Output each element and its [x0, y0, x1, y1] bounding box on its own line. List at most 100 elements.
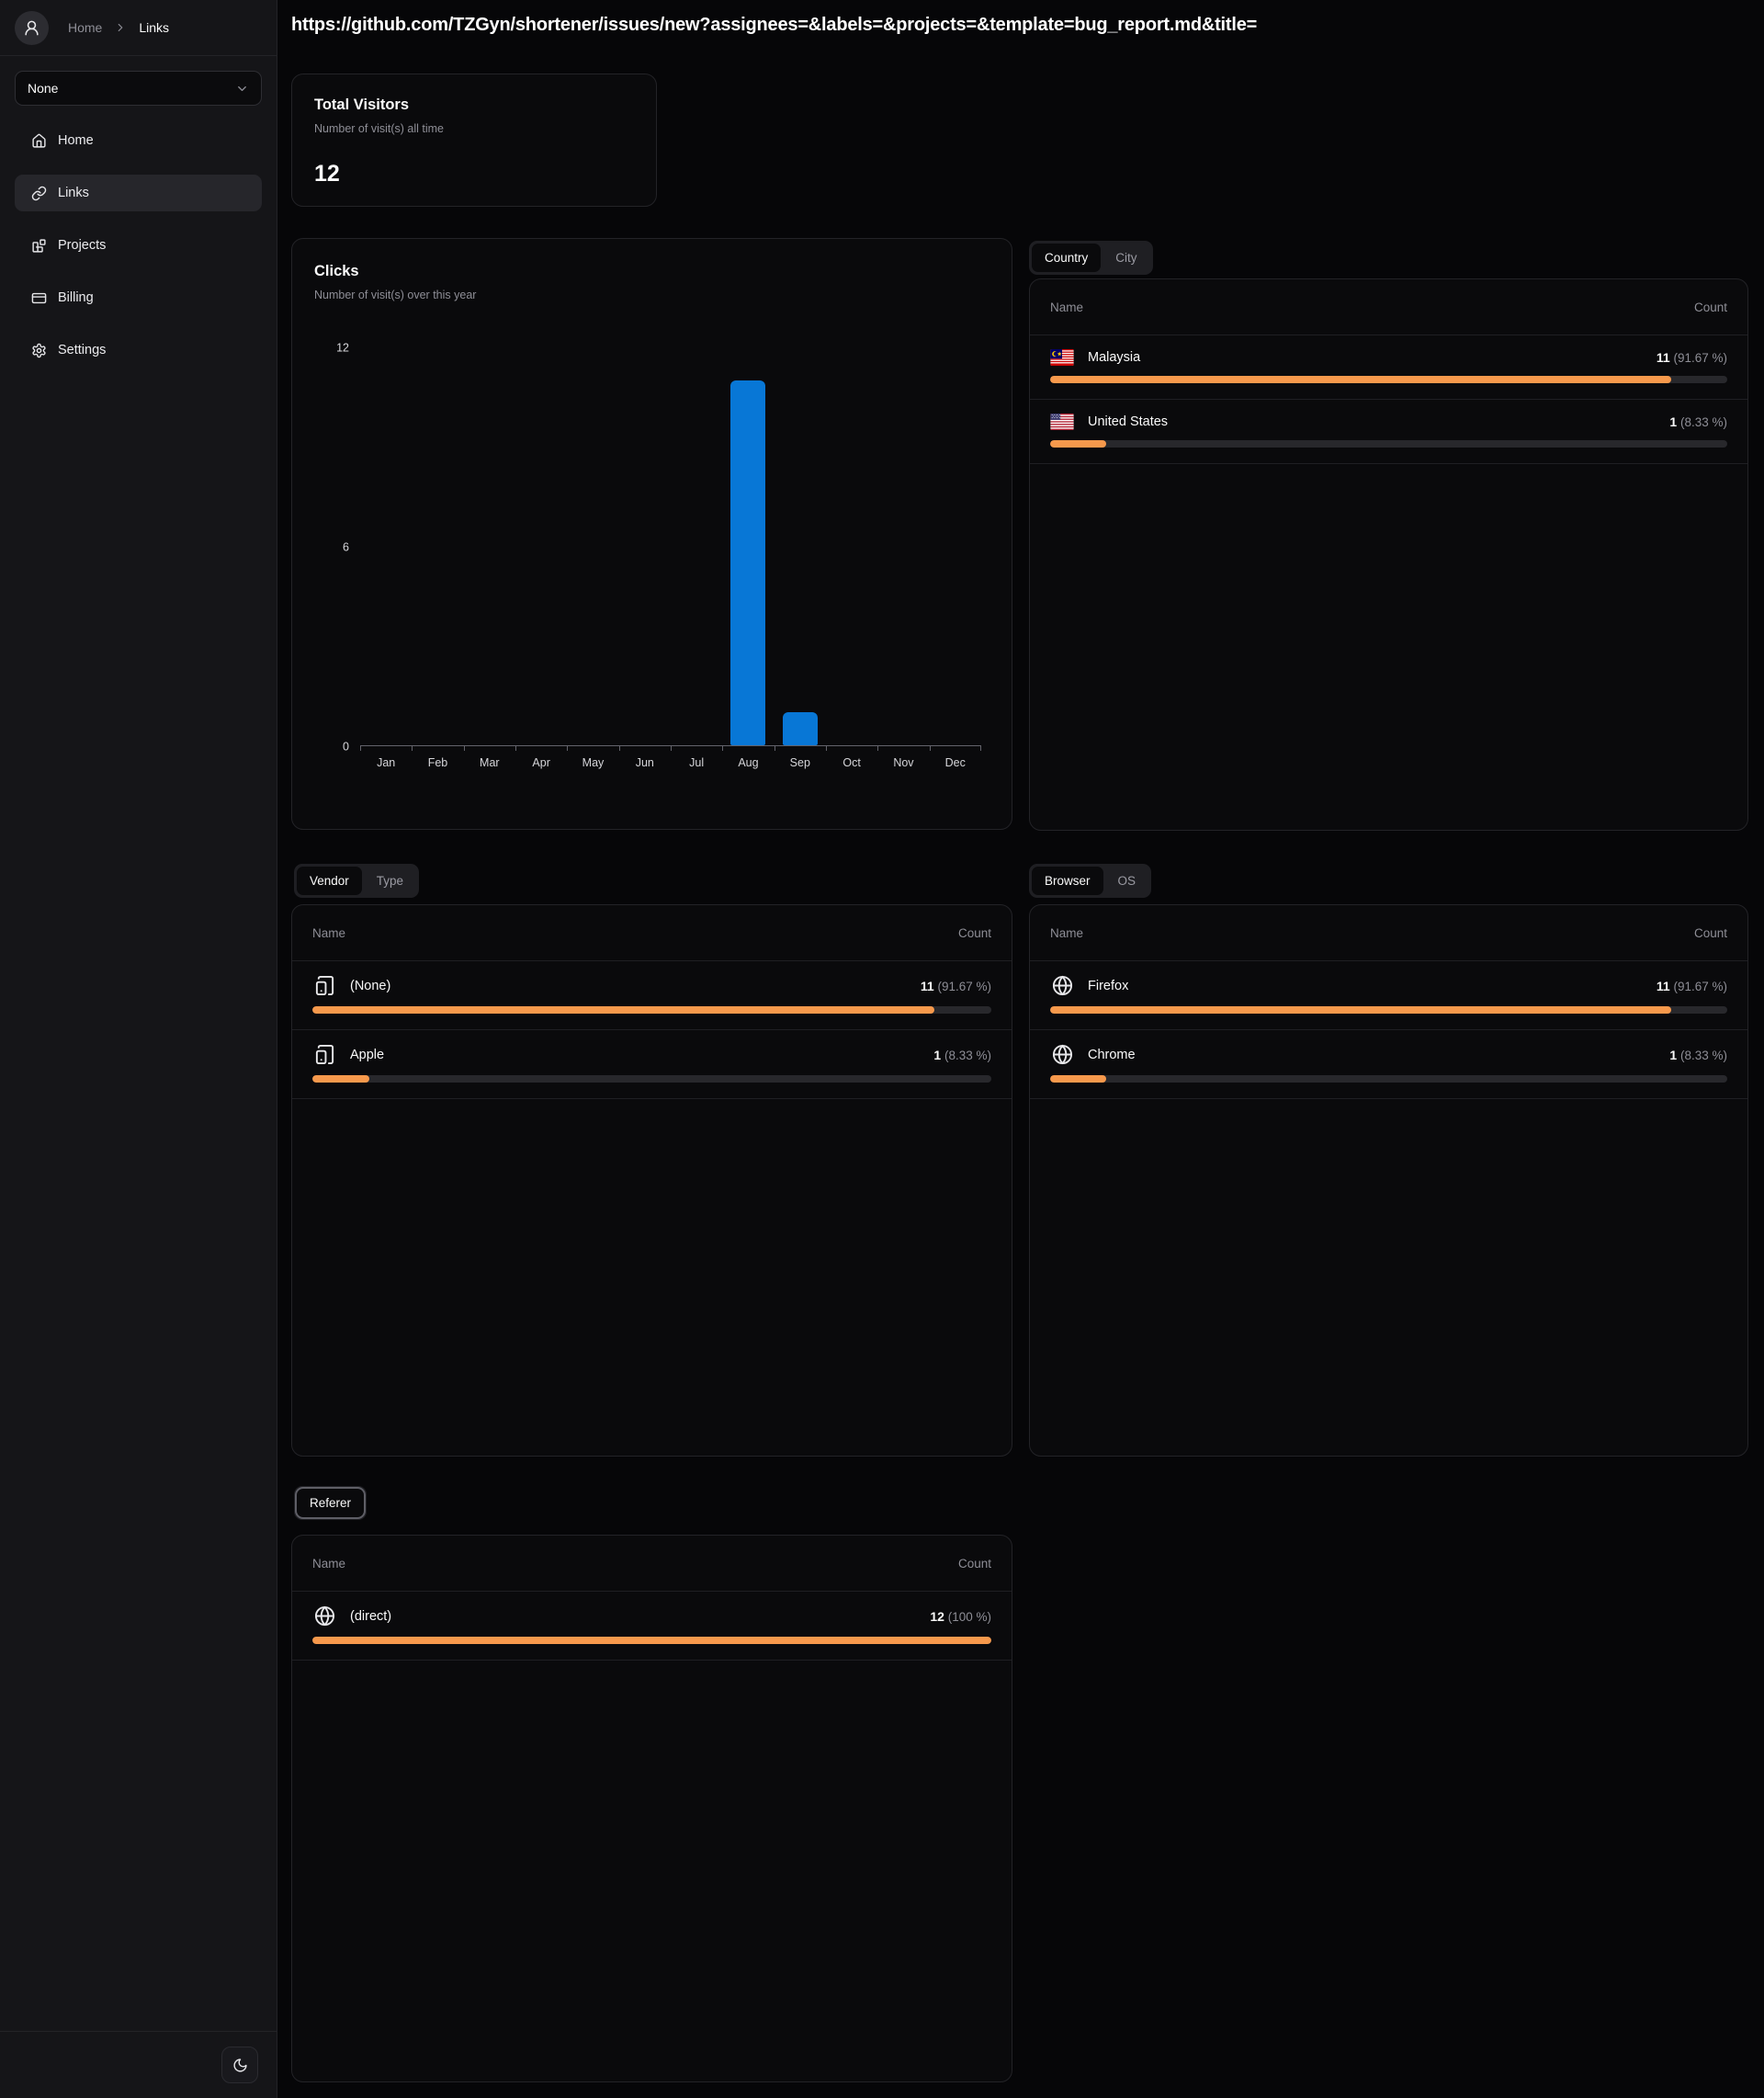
- progress-track: [1050, 1075, 1727, 1083]
- x-axis-tick: [929, 745, 931, 751]
- bar-sep: [775, 347, 826, 745]
- tab-vendor[interactable]: Vendor: [297, 867, 362, 895]
- y-tick-label: 6: [343, 539, 349, 553]
- globe-icon: [1050, 975, 1074, 996]
- tab-browser[interactable]: Browser: [1032, 867, 1103, 895]
- bar-segment: [782, 711, 818, 745]
- sidebar-body: None Home Links Proj: [0, 56, 277, 369]
- row-count: 11 (91.67 %): [1656, 350, 1727, 365]
- x-tick-label: Apr: [532, 756, 550, 769]
- row-name: Chrome: [1088, 1047, 1136, 1062]
- progress-track: [1050, 376, 1727, 383]
- progress-fill: [312, 1006, 935, 1014]
- progress-fill: [1050, 1006, 1671, 1014]
- globe-icon: [312, 1605, 336, 1627]
- breadcrumb-home[interactable]: Home: [68, 20, 103, 35]
- table-row: Apple 1 (8.33 %): [292, 1030, 1012, 1099]
- breadcrumb-current[interactable]: Links: [139, 20, 170, 35]
- chevron-right-icon: [114, 21, 127, 34]
- x-axis-tick: [360, 745, 361, 751]
- progress-fill: [312, 1075, 369, 1083]
- bar-oct: [826, 347, 877, 745]
- row-name: (None): [350, 978, 391, 993]
- total-visitors-card: Total Visitors Number of visit(s) all ti…: [291, 74, 657, 207]
- bar-jul: [671, 347, 722, 745]
- table-header: Name Count: [1030, 905, 1747, 961]
- x-axis-tick: [877, 745, 879, 751]
- row-name: Malaysia: [1088, 350, 1141, 365]
- credit-card-icon: [31, 290, 47, 306]
- moon-icon: [232, 2058, 248, 2073]
- sidebar-nav: Home Links Projects Billing: [7, 122, 269, 369]
- table-header: Name Count: [1030, 279, 1747, 335]
- column-name: Name: [1050, 925, 1084, 940]
- sidebar-item-label: Billing: [58, 290, 94, 305]
- x-axis-tick: [463, 745, 465, 751]
- table-row: Malaysia 11 (91.67 %): [1030, 335, 1747, 400]
- x-axis-tick: [671, 745, 672, 751]
- united-states-flag-icon: [1050, 414, 1074, 430]
- tab-type[interactable]: Type: [364, 867, 416, 895]
- link-icon: [31, 186, 47, 201]
- malaysia-flag-icon: [1050, 349, 1074, 366]
- x-tick-label: Nov: [893, 756, 914, 769]
- sidebar-item-home[interactable]: Home: [15, 122, 262, 159]
- sidebar-header: Home Links: [0, 0, 277, 56]
- sidebar-item-label: Home: [58, 133, 94, 148]
- table-row: Firefox 11 (91.67 %): [1030, 961, 1747, 1030]
- x-tick-label: Oct: [842, 756, 861, 769]
- clicks-chart-title: Clicks: [314, 263, 359, 279]
- x-axis-tick: [515, 745, 516, 751]
- x-tick-label: Jan: [377, 756, 396, 769]
- chart-x-axis-labels: Jan Feb Mar Apr May Jun Jul Aug Sep Oct Nov Dec: [360, 756, 981, 769]
- progress-fill: [1050, 1075, 1107, 1083]
- x-tick-label: Jul: [689, 756, 705, 769]
- chart-y-axis: 0 6 12: [312, 342, 349, 752]
- x-axis-tick: [618, 745, 620, 751]
- column-name: Name: [1050, 300, 1084, 314]
- browser-table-card: Name Count Firefox 11 (91.67 %) Chrome 1…: [1029, 904, 1748, 1457]
- x-axis-tick: [826, 745, 827, 751]
- y-tick-label: 12: [336, 340, 349, 354]
- avatar[interactable]: [15, 10, 49, 45]
- y-tick-label: 0: [343, 739, 349, 753]
- row-count: 11 (91.67 %): [920, 978, 991, 993]
- page-title-url: https://github.com/TZGyn/shortener/issue…: [291, 15, 1258, 35]
- column-count: Count: [1693, 925, 1727, 940]
- x-tick-label: Mar: [480, 756, 500, 769]
- workspace-select-value: None: [28, 81, 59, 96]
- sidebar-item-billing[interactable]: Billing: [15, 279, 262, 316]
- tab-city[interactable]: City: [1102, 244, 1149, 272]
- tab-country[interactable]: Country: [1032, 244, 1102, 272]
- tab-referer[interactable]: Referer: [297, 1489, 365, 1517]
- row-count: 1 (8.33 %): [1669, 1047, 1727, 1062]
- device-icon: [312, 975, 336, 996]
- sidebar-item-projects[interactable]: Projects: [15, 227, 262, 264]
- bar-dec: [930, 347, 981, 745]
- sidebar-item-settings[interactable]: Settings: [15, 332, 262, 369]
- row-name: Firefox: [1088, 978, 1129, 993]
- total-visitors-title: Total Visitors: [314, 96, 409, 113]
- progress-track: [1050, 440, 1727, 448]
- sidebar-item-label: Links: [58, 186, 89, 200]
- x-tick-label: Aug: [738, 756, 759, 769]
- tab-os[interactable]: OS: [1105, 867, 1149, 895]
- clicks-chart-subtitle: Number of visit(s) over this year: [314, 289, 477, 301]
- x-tick-label: Jun: [635, 756, 654, 769]
- sidebar: Home Links None Home: [0, 0, 277, 2098]
- workspace-select[interactable]: None: [15, 71, 262, 106]
- breadcrumb: Home Links: [68, 20, 169, 35]
- sidebar-item-label: Settings: [58, 343, 107, 357]
- row-name: (direct): [350, 1608, 392, 1624]
- location-table-card: Name Count Malaysia 11 (91.67 %): [1029, 278, 1748, 831]
- column-count: Count: [957, 925, 991, 940]
- sidebar-item-links[interactable]: Links: [15, 175, 262, 211]
- bar-jun: [619, 347, 671, 745]
- sidebar-item-label: Projects: [58, 238, 107, 253]
- referer-table-card: Name Count (direct) 12 (100 %): [291, 1535, 1012, 2082]
- x-tick-label: Sep: [789, 756, 810, 769]
- bar-nov: [877, 347, 929, 745]
- theme-toggle-button[interactable]: [221, 2047, 258, 2083]
- bar-feb: [412, 347, 463, 745]
